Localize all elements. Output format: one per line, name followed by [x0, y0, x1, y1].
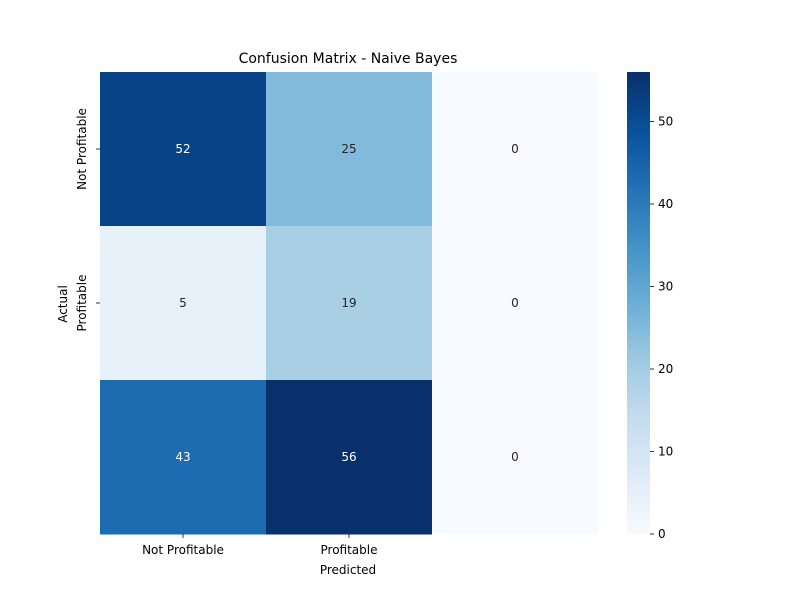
- cell-value-label: 0: [511, 142, 519, 156]
- heatmap-cell: [432, 72, 599, 227]
- y-tick-label: Profitable: [75, 275, 89, 332]
- cell-value-label: 0: [511, 296, 519, 310]
- colorbar-tick-label: 50: [658, 115, 673, 129]
- colorbar-tick-label: 10: [658, 445, 673, 459]
- cell-value-label: 56: [341, 450, 356, 464]
- cell-value-label: 19: [341, 296, 356, 310]
- colorbar-tick-label: 20: [658, 362, 673, 376]
- x-tick-label: Not Profitable: [142, 543, 224, 557]
- cell-value-label: 0: [511, 450, 519, 464]
- cell-value-label: 5: [179, 296, 187, 310]
- colorbar: [627, 72, 650, 534]
- x-axis-ticks: Not Profitable Profitable: [142, 534, 378, 557]
- x-tick-label: Profitable: [321, 543, 378, 557]
- heatmap-cell: [432, 226, 599, 381]
- heatmap-cell: [100, 226, 267, 381]
- heatmap-cell: [432, 380, 599, 535]
- cell-value-label: 43: [175, 450, 190, 464]
- y-axis-label: Actual: [56, 285, 70, 323]
- cell-labels: 52 25 0 5 19 0 43 56 0: [175, 142, 518, 464]
- y-axis-ticks: Not Profitable Profitable: [75, 108, 100, 332]
- colorbar-tick-label: 30: [658, 280, 673, 294]
- colorbar-ticks: 0 10 20 30 40 50: [650, 115, 673, 541]
- heatmap-cell: [266, 226, 433, 381]
- colorbar-tick-label: 0: [658, 527, 666, 541]
- x-axis-label: Predicted: [320, 563, 376, 577]
- colorbar-tick-label: 40: [658, 197, 673, 211]
- heatmap-cell: [100, 380, 267, 535]
- cell-value-label: 52: [175, 142, 190, 156]
- chart-title: Confusion Matrix - Naive Bayes: [239, 51, 458, 67]
- y-tick-label: Not Profitable: [75, 108, 89, 190]
- cell-value-label: 25: [341, 142, 356, 156]
- heatmap-cell: [266, 72, 433, 227]
- heatmap-cell: [100, 72, 267, 227]
- heatmap-cell: [266, 380, 433, 535]
- heatmap-cells: [100, 72, 599, 535]
